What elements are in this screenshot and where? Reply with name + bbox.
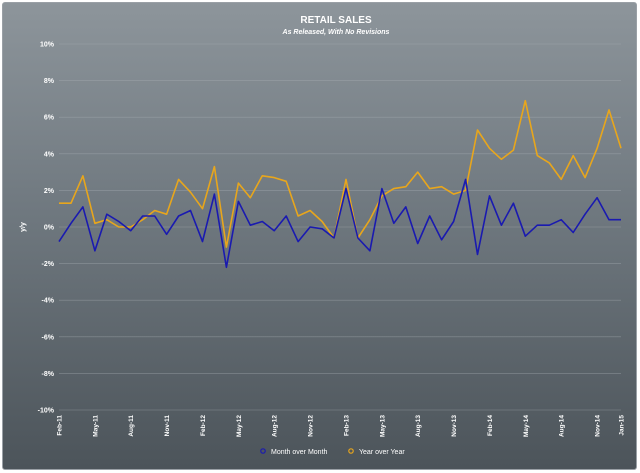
x-tick-label: Feb-13 <box>343 415 350 436</box>
x-tick-label: Aug-13 <box>415 415 422 437</box>
x-tick-label: May-13 <box>379 415 386 437</box>
chart-subtitle: As Released, With No Revisions <box>282 29 390 36</box>
x-tick-label: Aug-12 <box>272 415 279 437</box>
retail-sales-chart: RETAIL SALES As Released, With No Revisi… <box>20 15 626 456</box>
x-tick-label: Nov-13 <box>451 415 458 437</box>
y-tick-label: 0% <box>44 225 55 232</box>
legend-marker-year-over-year <box>348 448 354 454</box>
x-tick-label: Jan-15 <box>619 415 626 436</box>
legend-marker-month-over-month <box>260 448 266 454</box>
x-tick-label: May-14 <box>523 415 530 437</box>
x-tick-label: May-12 <box>236 415 243 437</box>
y-tick-label: -6% <box>42 334 55 341</box>
series-line-year-over-year <box>59 99 622 248</box>
chart-title: RETAIL SALES <box>300 15 372 26</box>
y-tick-labels: 10% 8% 6% 4% 2% 0% -2% -4% -6% -8% -10% <box>38 42 55 415</box>
y-tick-label: -8% <box>42 371 55 378</box>
series-lines <box>58 99 622 269</box>
gridlines <box>59 43 621 411</box>
x-tick-label: Aug-11 <box>128 415 135 437</box>
y-tick-label: 8% <box>44 78 55 85</box>
x-tick-label: May-11 <box>92 415 99 437</box>
y-axis-label: y/y <box>20 222 27 232</box>
y-tick-label: -2% <box>42 261 55 268</box>
legend: Month over Month Year over Year <box>260 448 405 456</box>
x-tick-label: Nov-14 <box>595 415 602 437</box>
x-tick-label: Feb-11 <box>57 415 64 436</box>
y-tick-label: 10% <box>40 42 55 49</box>
y-tick-label: 2% <box>44 188 55 195</box>
x-tick-label: Feb-14 <box>487 415 494 436</box>
y-tick-label: -10% <box>38 408 55 415</box>
x-tick-label: Feb-12 <box>200 415 207 436</box>
y-tick-label: -4% <box>42 298 55 305</box>
x-tick-labels: Feb-11 May-11 Aug-11 Nov-11 Feb-12 May-12 Aug-… <box>57 415 626 437</box>
y-tick-label: 6% <box>44 115 55 122</box>
y-tick-label: 4% <box>44 151 55 158</box>
legend-label-month-over-month: Month over Month <box>271 449 328 456</box>
x-tick-label: Aug-14 <box>559 415 566 437</box>
x-tick-label: Nov-11 <box>164 415 171 437</box>
series-line-month-over-month <box>58 178 621 269</box>
legend-label-year-over-year: Year over Year <box>359 449 405 456</box>
x-tick-label: Nov-12 <box>308 415 315 437</box>
